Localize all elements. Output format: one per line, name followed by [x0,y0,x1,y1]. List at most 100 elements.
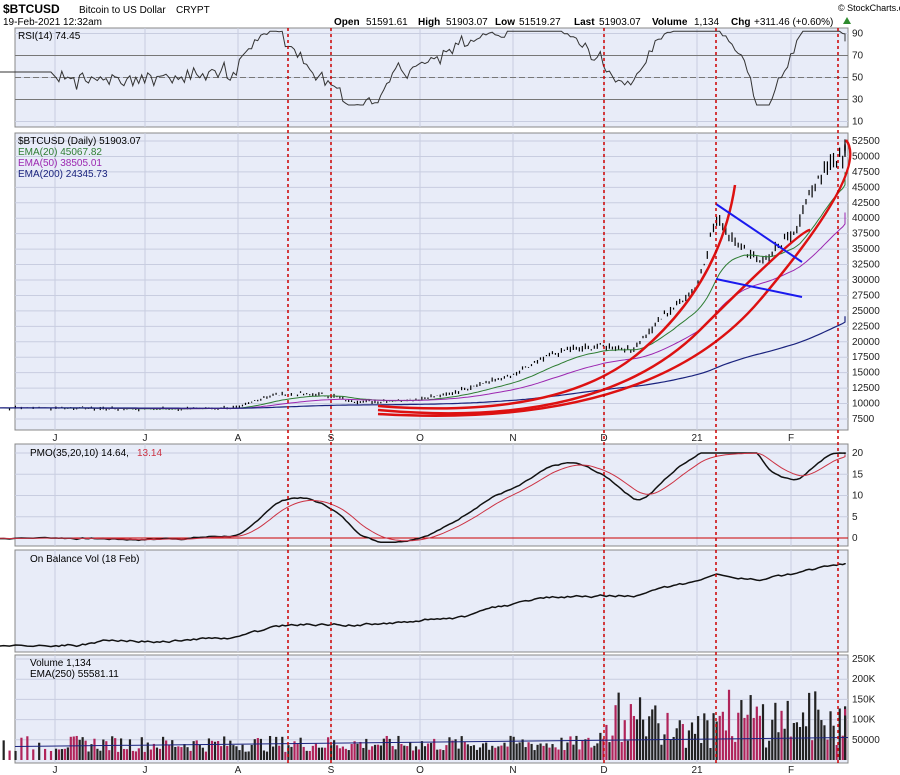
volume-bar [614,705,617,760]
volume-bar [439,749,442,760]
x-tick-label: J [143,433,148,444]
volume-bar [171,740,174,760]
volume-bar [250,744,253,760]
volume-bar [539,743,542,760]
volume-bar [220,746,223,760]
volume-bar [192,741,195,760]
volume-bar [460,736,463,760]
volume-bar [608,742,611,760]
volume-bar [341,746,344,760]
watermark: © StockCharts.com [838,3,900,13]
volume-bar [617,692,620,760]
price-panel [14,132,849,431]
volume-bar [672,736,675,760]
volume-bar [134,751,137,760]
volume-bar [712,713,715,760]
volume-bar [174,746,177,760]
x-tick-label: F [788,765,794,775]
volume-bar [626,740,629,760]
volume-bar [755,706,758,760]
volume-bar [60,749,64,760]
volume-bar [811,740,814,760]
volume-bar [777,732,780,760]
volume-bar [350,744,353,760]
volume-bar [521,739,524,760]
high-value: 51903.07 [446,17,488,28]
volume-bar [359,741,362,760]
volume-bar [761,704,765,760]
parabola-2 [377,228,811,415]
volume-bar [611,735,614,760]
volume-bar [718,715,721,760]
volume-bar [488,749,491,760]
volume-bar [394,749,397,760]
high-label: High [418,17,440,28]
volume-bar [663,734,666,760]
pmo-tick-label: 15 [852,469,864,480]
volume-bar [771,719,774,760]
chg-label: Chg [731,17,750,28]
x-tick-label: S [328,433,335,444]
volume-bar [491,745,494,760]
obv-label: On Balance Vol (18 Feb) [30,554,140,565]
volume-bar [727,689,731,760]
volume-bar [808,692,811,760]
volume-bar [382,738,385,760]
rsi-tick-label: 70 [852,51,864,62]
ema200-line [0,316,846,409]
rsi-label: RSI(14) 74.45 [18,31,81,42]
volume-bar [693,733,697,760]
volume-bar [412,750,415,760]
volume-bar [697,716,700,760]
volume-bar [620,741,623,760]
volume-bar [575,735,578,760]
price-tick-label: 50000 [852,151,880,162]
volume-bar [500,745,503,760]
volume-bar [789,736,792,760]
volume-bar [569,736,572,760]
volume-tick-label: 100K [852,715,876,726]
price-tick-label: 42500 [852,198,880,209]
volume-bar [409,741,412,760]
volume-bar [235,746,238,760]
volume-bar [247,751,250,760]
price-tick-label: 7500 [852,414,875,425]
volume-bar [823,725,826,760]
volume-bar [320,747,324,760]
volume-bar [605,724,608,760]
price-tick-label: 37500 [852,229,880,240]
volume-bar [385,735,388,760]
volume-bar [75,735,78,760]
volume-bar [49,750,53,760]
volume-bar [69,736,72,760]
volume-bar [503,742,506,760]
volume-bar [749,695,752,760]
volume-bar [78,739,81,760]
symbol: $BTCUSD [3,2,60,16]
volume-bar [472,745,476,760]
volume-bar [335,745,339,760]
volume-bar [20,737,23,760]
volume-panel-label: Volume 1,134 [30,658,92,669]
volume-bar [117,751,120,760]
last-value: 51903.07 [599,17,641,28]
volume-bar [302,746,305,760]
volume-bar [485,742,488,760]
volume-bar [371,746,374,760]
volume-bar [388,738,391,760]
volume-bar [832,725,835,760]
volume-bar [379,745,383,760]
volume-bar [238,750,241,760]
volume-bar [795,722,799,760]
volume-bar [448,737,451,760]
volume-bar [530,743,533,760]
parabola-3 [377,139,852,417]
volume-bar [180,747,183,760]
volume-bar [542,745,545,760]
volume-bar [820,720,823,760]
price-tick-label: 25000 [852,306,880,317]
volume-bar [786,700,789,760]
price-tick-label: 32500 [852,260,880,271]
volume-bar [391,746,394,760]
